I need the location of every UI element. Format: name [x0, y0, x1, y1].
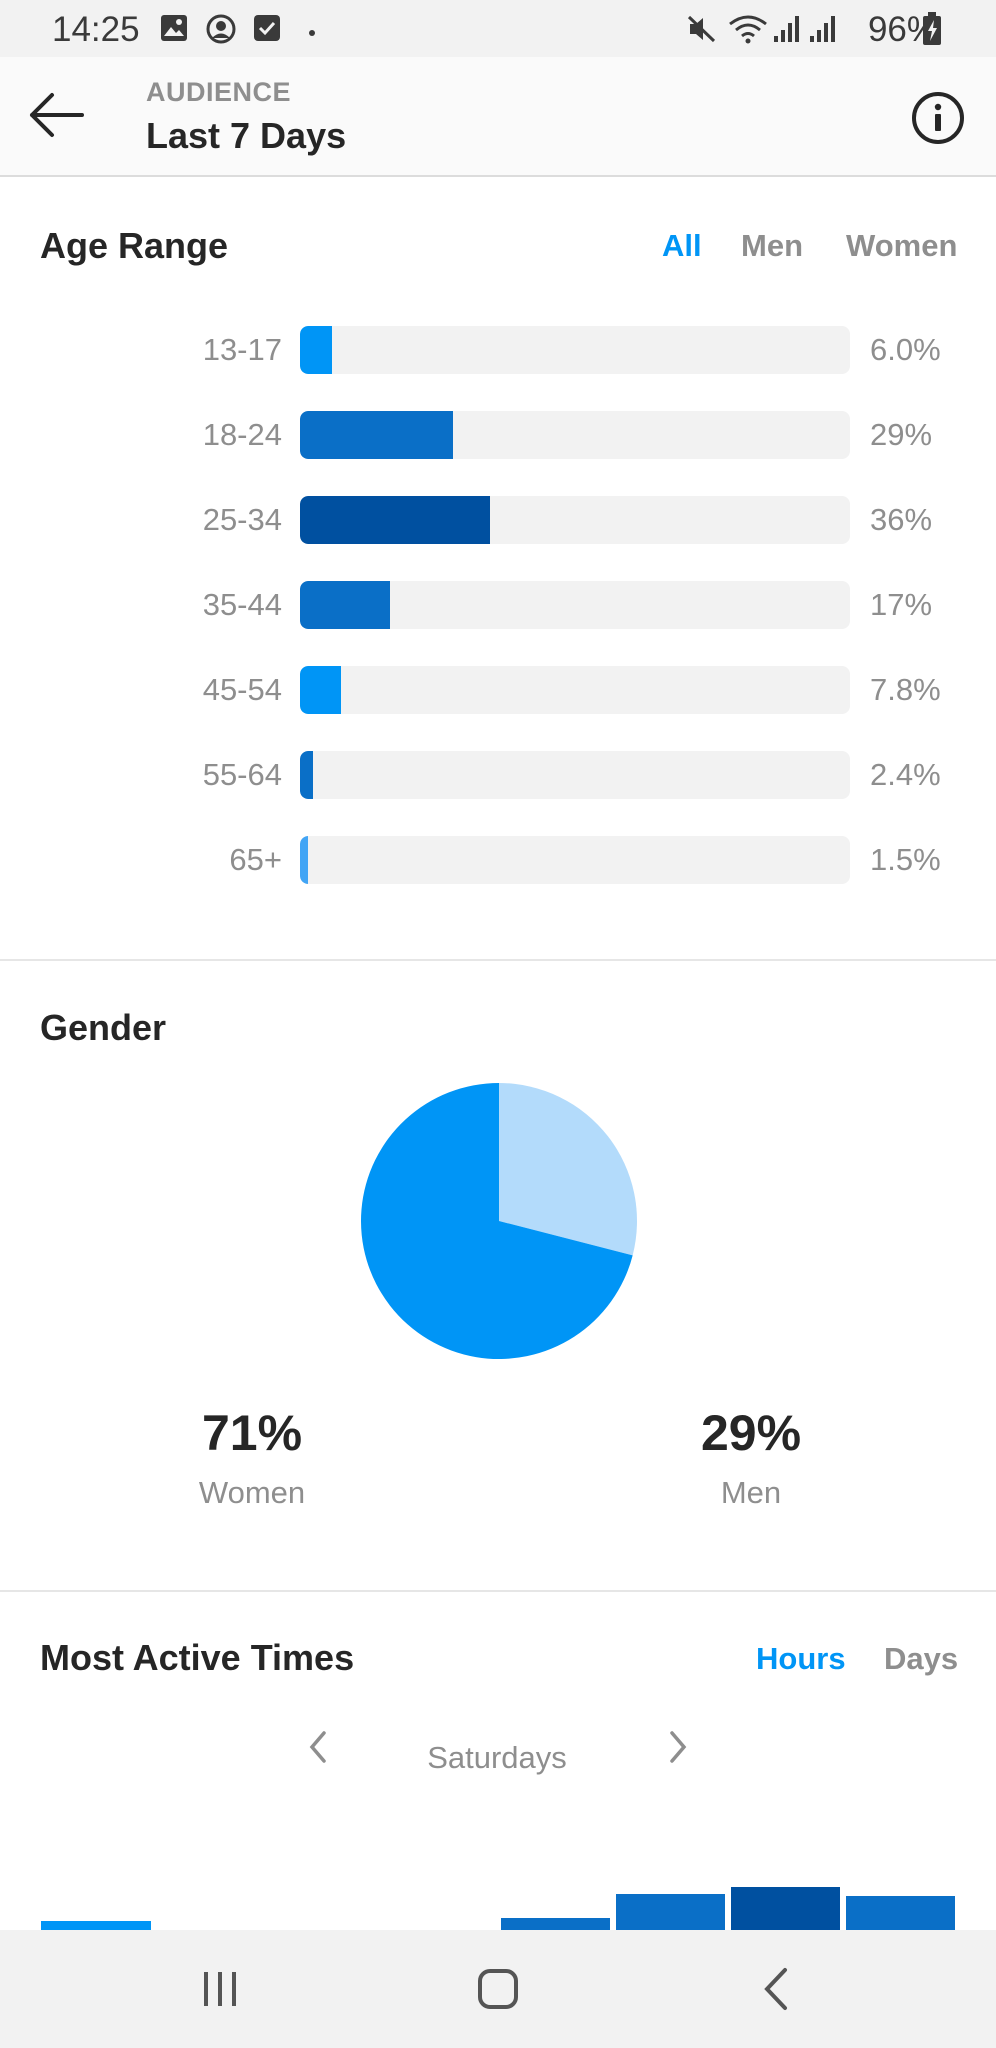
- pie-slice-women: [361, 1083, 633, 1359]
- age-bar-track: [300, 751, 850, 799]
- age-label: 55-64: [202, 757, 282, 792]
- gender-pie-chart: [361, 1083, 637, 1359]
- age-label: 35-44: [202, 587, 282, 622]
- filter-men[interactable]: Men: [741, 228, 803, 263]
- home-button[interactable]: [468, 1962, 528, 2016]
- age-row: 65+ 1.5%: [0, 836, 996, 884]
- hour-bar: [731, 1887, 840, 1930]
- women-label: Women: [198, 1475, 306, 1510]
- age-bar-track: [300, 411, 850, 459]
- age-row: 45-54 7.8%: [0, 666, 996, 714]
- page-title: Last 7 Days: [146, 115, 347, 156]
- info-button[interactable]: [910, 90, 966, 146]
- age-bar-track: [300, 666, 850, 714]
- age-value: 2.4%: [870, 757, 941, 792]
- age-bar: [300, 326, 332, 374]
- age-row: 13-17 6.0%: [0, 326, 996, 374]
- header-subtitle: AUDIENCE: [146, 77, 292, 107]
- age-bar: [300, 411, 453, 459]
- back-arrow-icon: [30, 93, 84, 137]
- age-label: 45-54: [202, 672, 282, 707]
- age-bar: [300, 496, 490, 544]
- age-bar: [300, 836, 308, 884]
- dot-icon: [308, 24, 316, 42]
- age-bar-track: [300, 496, 850, 544]
- signal-icon: [808, 14, 838, 49]
- hour-bar: [41, 1921, 151, 1930]
- age-row: 35-44 17%: [0, 581, 996, 629]
- men-label: Men: [720, 1475, 782, 1510]
- status-bar: 14:25 96%: [0, 0, 996, 57]
- age-range-title: Age Range: [40, 225, 229, 266]
- women-percent: 71%: [201, 1405, 303, 1461]
- chevron-left-icon: [764, 1968, 787, 2010]
- recent-apps-button[interactable]: [190, 1964, 250, 2014]
- age-label: 65+: [229, 842, 282, 877]
- system-back-button[interactable]: [752, 1962, 802, 2016]
- age-label: 25-34: [202, 502, 282, 537]
- selected-day: Saturdays: [427, 1740, 567, 1775]
- age-label: 18-24: [202, 417, 282, 452]
- age-bar-track: [300, 581, 850, 629]
- age-value: 1.5%: [870, 842, 941, 877]
- men-percent: 29%: [700, 1405, 802, 1461]
- hour-bar: [616, 1894, 725, 1930]
- most-active-title: Most Active Times: [40, 1637, 355, 1678]
- tab-hours[interactable]: Hours: [756, 1641, 846, 1676]
- age-row: 25-34 36%: [0, 496, 996, 544]
- chevron-right-icon: [670, 1731, 687, 1763]
- divider: [0, 959, 996, 961]
- mute-icon: [686, 14, 718, 49]
- hour-bar: [846, 1896, 955, 1930]
- system-nav-bar: [0, 1930, 996, 2048]
- check-icon: [253, 14, 281, 47]
- age-bar: [300, 751, 313, 799]
- age-bar-track: [300, 326, 850, 374]
- gender-title: Gender: [40, 1007, 167, 1048]
- age-bar: [300, 581, 390, 629]
- pie-slice-men: [499, 1083, 637, 1256]
- filter-women[interactable]: Women: [846, 228, 958, 263]
- status-time: 14:25: [52, 10, 140, 49]
- age-label: 13-17: [202, 332, 282, 367]
- age-value: 36%: [870, 502, 933, 537]
- hour-bar: [501, 1918, 610, 1930]
- battery-icon: [922, 12, 942, 51]
- filter-all[interactable]: All: [662, 228, 702, 263]
- page-header: AUDIENCE Last 7 Days: [0, 57, 996, 177]
- home-icon: [478, 1969, 518, 2009]
- recent-apps-icon: [204, 1972, 236, 2006]
- age-value: 6.0%: [870, 332, 941, 367]
- info-icon: [912, 92, 964, 144]
- profile-icon: [206, 14, 236, 49]
- age-value: 17%: [870, 587, 933, 622]
- prev-day-button[interactable]: [306, 1727, 330, 1777]
- age-bar: [300, 666, 341, 714]
- wifi-icon: [728, 14, 768, 49]
- age-value: 7.8%: [870, 672, 941, 707]
- back-button[interactable]: [22, 85, 92, 145]
- image-icon: [160, 14, 188, 47]
- age-value: 29%: [870, 417, 933, 452]
- next-day-button[interactable]: [666, 1727, 690, 1777]
- age-row: 18-24 29%: [0, 411, 996, 459]
- signal-icon: [772, 14, 802, 49]
- age-bar-track: [300, 836, 850, 884]
- divider: [0, 1590, 996, 1592]
- age-row: 55-64 2.4%: [0, 751, 996, 799]
- chevron-left-icon: [309, 1731, 326, 1763]
- tab-days[interactable]: Days: [884, 1641, 959, 1676]
